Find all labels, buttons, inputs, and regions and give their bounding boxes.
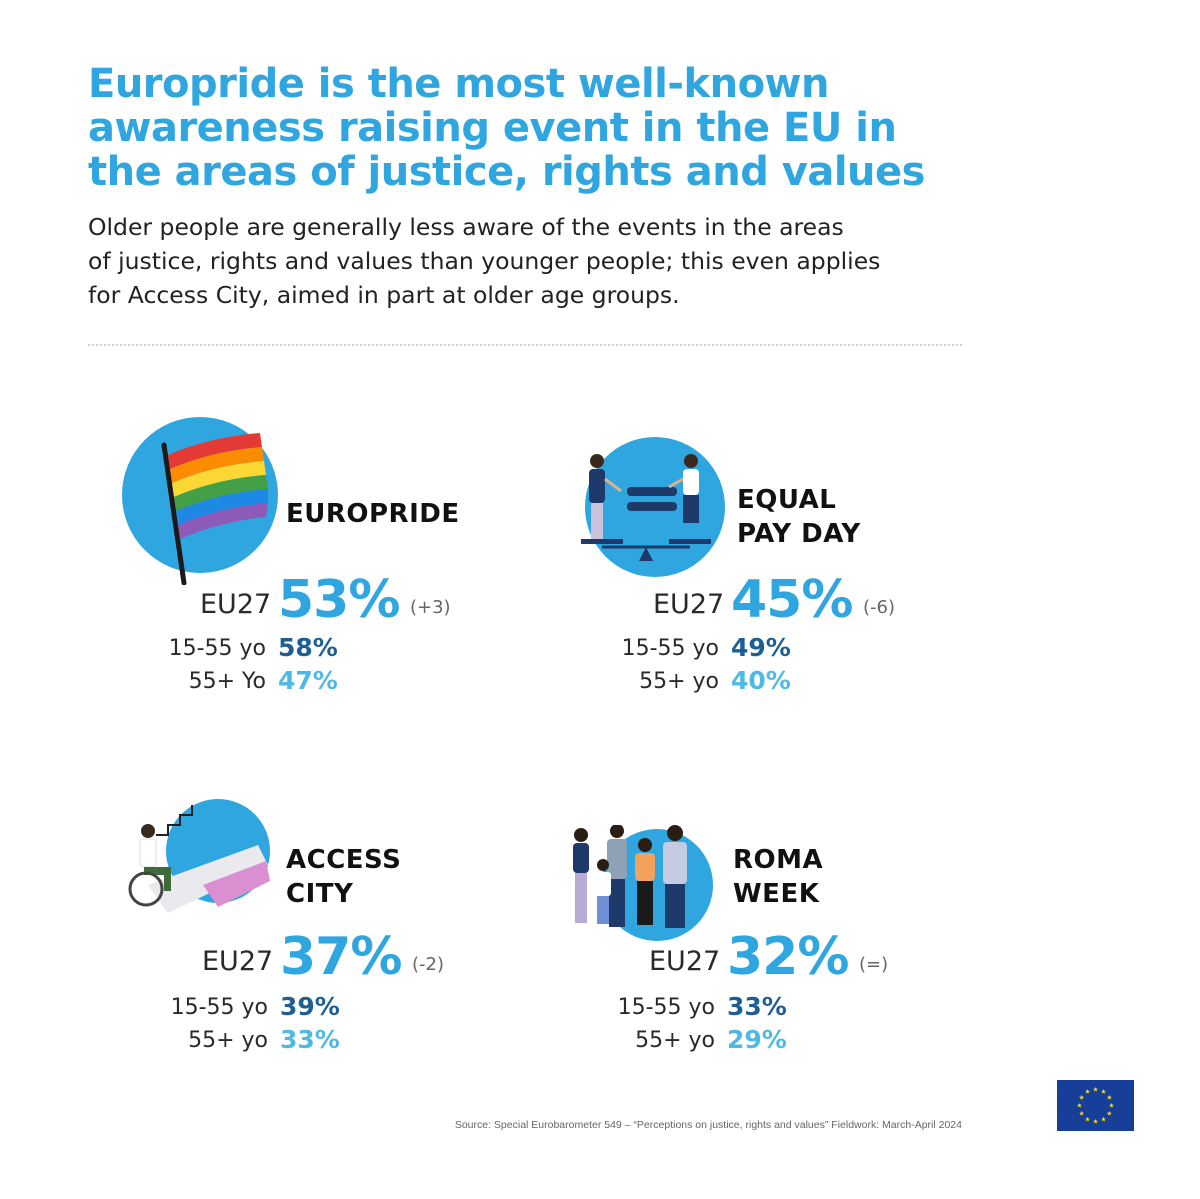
eu-star-icon (1085, 1089, 1090, 1094)
eu27-change: (+3) (410, 597, 451, 618)
young-age-value: 58% (278, 633, 338, 662)
eu27-value: 37% (280, 927, 402, 987)
old-age-value: 47% (278, 666, 338, 695)
eu-star-icon (1093, 1086, 1098, 1092)
event-name-line: WEEK (733, 879, 820, 909)
eu-star-icon (1079, 1110, 1085, 1116)
title-line: the areas of justice, rights and values (88, 149, 925, 195)
young-age-label: 15-55 yo (170, 995, 268, 1020)
eu-star-icon (1106, 1110, 1112, 1116)
event-name: ROMA WEEK (733, 843, 823, 911)
young-age-value: 33% (727, 992, 787, 1021)
page-title: Europride is the most well-known awarene… (88, 62, 1088, 194)
old-age-label: 55+ yo (635, 1028, 715, 1053)
event-name-line: CITY (286, 879, 354, 909)
old-age-label: 55+ yo (188, 1028, 268, 1053)
event-card-roma-week: ROMA WEEK EU27 32% (=) 15-55 yo 33% 55+ … (555, 795, 1035, 1125)
eu27-value: 53% (278, 570, 400, 630)
old-age-value: 33% (280, 1025, 340, 1054)
eu-star-icon (1101, 1116, 1106, 1122)
title-line: Europride is the most well-known (88, 61, 829, 107)
event-name-line: EUROPRIDE (286, 499, 460, 529)
eu-star-icon (1093, 1118, 1098, 1124)
young-age-label: 15-55 yo (617, 995, 715, 1020)
eu-star-icon (1101, 1089, 1106, 1094)
wheelchair-ramp-icon (128, 799, 270, 913)
event-name: EQUAL PAY DAY (737, 483, 861, 551)
title-line: awareness raising event in the EU in (88, 105, 897, 151)
young-age-label: 15-55 yo (168, 636, 266, 661)
event-name-line: PAY DAY (737, 519, 861, 549)
eu-star-icon (1085, 1116, 1090, 1122)
event-name-line: ROMA (733, 845, 824, 875)
eu-star-icon (1106, 1094, 1112, 1100)
eu27-value: 32% (727, 927, 849, 987)
eu27-value: 45% (731, 570, 853, 630)
old-age-value: 40% (731, 666, 791, 695)
eu27-label: EU27 (202, 946, 274, 977)
event-name-line: EQUAL (737, 485, 837, 515)
young-age-value: 39% (280, 992, 340, 1021)
event-card-access-city: ACCESS CITY EU27 37% (-2) 15-55 yo 39% 5… (108, 795, 588, 1125)
eu27-change: (-6) (863, 597, 895, 618)
rainbow-flag-icon (122, 417, 278, 585)
source-note: Source: Special Eurobarometer 549 – “Per… (454, 1119, 962, 1131)
eu27-change: (-2) (412, 954, 444, 975)
subtitle-line: of justice, rights and values than young… (88, 247, 881, 275)
eu-flag-icon (1057, 1080, 1134, 1131)
event-card-equal-pay-day: EQUAL PAY DAY EU27 45% (-6) 15-55 yo 49%… (575, 415, 1055, 745)
subtitle-line: Older people are generally less aware of… (88, 213, 844, 241)
group-of-people-icon (573, 825, 713, 941)
event-name: ACCESS CITY (286, 843, 401, 911)
event-name-line: ACCESS (286, 845, 402, 875)
old-age-label: 55+ Yo (188, 669, 266, 694)
young-age-label: 15-55 yo (621, 636, 719, 661)
young-age-value: 49% (731, 633, 791, 662)
eu27-label: EU27 (200, 589, 272, 620)
event-name: EUROPRIDE (286, 497, 460, 531)
old-age-label: 55+ yo (639, 669, 719, 694)
event-card-europride: EUROPRIDE EU27 53% (+3) 15-55 yo 58% 55+… (120, 415, 600, 745)
subtitle-line: for Access City, aimed in part at older … (88, 281, 680, 309)
eu-stars-icon (1077, 1086, 1114, 1124)
page-subtitle: Older people are generally less aware of… (88, 210, 988, 312)
eu27-label: EU27 (649, 946, 721, 977)
equal-pay-scale-icon (581, 437, 725, 577)
eu-star-icon (1109, 1102, 1114, 1108)
eu-star-icon (1077, 1102, 1082, 1108)
section-divider (88, 344, 962, 346)
eu27-change: (=) (859, 954, 889, 975)
old-age-value: 29% (727, 1025, 787, 1054)
eu27-label: EU27 (653, 589, 725, 620)
eu-star-icon (1079, 1094, 1085, 1100)
